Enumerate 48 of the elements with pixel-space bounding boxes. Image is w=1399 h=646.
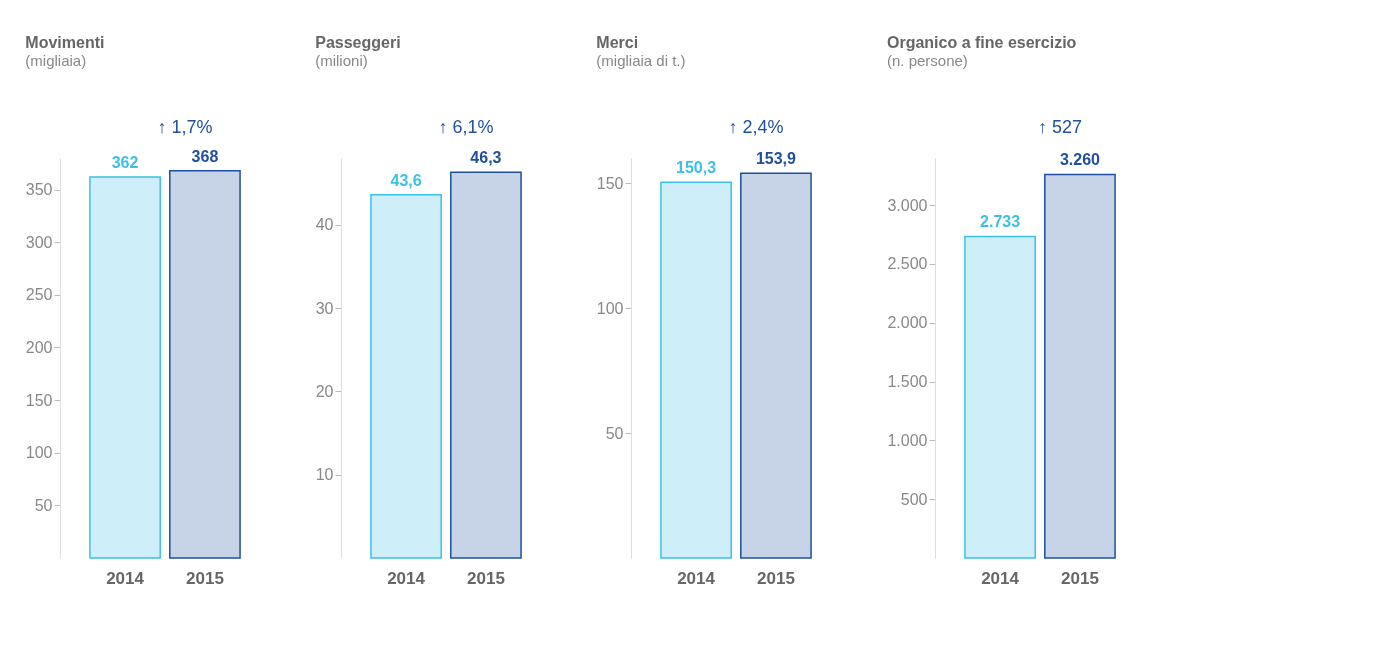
- y-tick-label: 250: [25, 286, 53, 304]
- chart-title: Merci: [596, 34, 639, 51]
- chart-subtitle: (milioni): [315, 52, 368, 69]
- y-tick-label: 1.000: [887, 431, 928, 449]
- y-tick-label: 150: [596, 174, 624, 192]
- x-tick-label: 2014: [677, 568, 716, 588]
- y-tick-label: 100: [596, 299, 624, 317]
- data-label: 150,3: [676, 159, 717, 177]
- data-label: 153,9: [755, 150, 797, 168]
- chart-title: Passeggeri: [315, 34, 401, 51]
- x-tick-label: 2015: [467, 568, 505, 588]
- y-tick-label: 2.500: [887, 255, 928, 273]
- y-tick-label: 40: [315, 216, 334, 234]
- x-tick-label: 2014: [387, 568, 426, 588]
- chart-subtitle: (migliaia): [25, 52, 87, 69]
- data-label: 46,3: [470, 149, 502, 167]
- data-label: 3.260: [1059, 151, 1101, 169]
- y-tick-label: 1.500: [887, 373, 928, 391]
- y-tick-label: 30: [315, 299, 334, 317]
- chart-title: Movimenti: [25, 34, 105, 51]
- text: ↑ 1,7%: [157, 117, 213, 137]
- data-label: 43,6: [390, 171, 422, 189]
- y-tick-label: 100: [25, 444, 53, 462]
- chart-title: Organico a fine esercizio: [886, 34, 1077, 51]
- chart-subtitle: (n. persone): [886, 52, 968, 69]
- x-tick-label: 2015: [186, 568, 224, 588]
- data-label: 362: [111, 153, 139, 171]
- x-tick-label: 2015: [1061, 568, 1099, 588]
- y-tick-label: 10: [315, 466, 334, 484]
- x-tick-label: 2014: [981, 568, 1020, 588]
- data-label: 368: [191, 147, 219, 165]
- y-tick-label: 50: [605, 424, 624, 442]
- y-tick-label: 2.000: [887, 314, 928, 332]
- y-tick-label: 50: [34, 496, 53, 514]
- y-tick-label: 300: [25, 233, 53, 251]
- y-tick-label: 350: [25, 181, 53, 199]
- text: ↑ 527: [1037, 117, 1083, 137]
- x-tick-label: 2014: [106, 568, 145, 588]
- y-tick-label: 150: [25, 391, 53, 409]
- text: ↑ 6,1%: [438, 117, 494, 137]
- text: ↑ 2,4%: [728, 117, 784, 137]
- y-tick-label: 200: [25, 338, 53, 356]
- y-tick-label: 500: [900, 490, 928, 508]
- data-label: 2.733: [980, 213, 1021, 231]
- y-tick-label: 20: [315, 382, 334, 400]
- chart-subtitle: (migliaia di t.): [596, 52, 686, 69]
- x-tick-label: 2015: [757, 568, 795, 588]
- y-tick-label: 3.000: [887, 196, 928, 214]
